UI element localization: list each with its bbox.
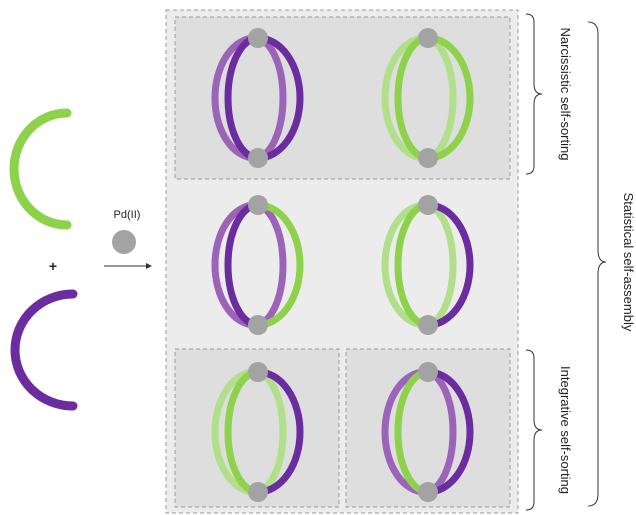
cage-green-green bbox=[381, 28, 474, 168]
pd-node-icon bbox=[112, 230, 136, 254]
pd-node-bottom bbox=[418, 315, 438, 335]
back-ligand-right bbox=[254, 201, 287, 329]
pd-node-bottom bbox=[248, 148, 268, 168]
front-ligand-left bbox=[224, 34, 259, 162]
front-ligand-right bbox=[427, 368, 474, 496]
back-ligand-left bbox=[381, 201, 426, 329]
pd-node-bottom bbox=[418, 148, 438, 168]
cage-purple-purple bbox=[211, 28, 304, 168]
back-ligand-right bbox=[424, 34, 457, 162]
pd-node-top bbox=[248, 28, 268, 48]
pd-node-bottom bbox=[248, 315, 268, 335]
reaction-arrow-head bbox=[146, 263, 152, 269]
narcissistic-brace bbox=[525, 13, 543, 175]
front-ligand-right bbox=[427, 34, 474, 162]
statistical-brace bbox=[587, 21, 607, 507]
ligand-green bbox=[9, 108, 72, 230]
integrative-brace bbox=[525, 349, 543, 511]
ligand-purple bbox=[10, 289, 78, 411]
front-ligand-left bbox=[224, 368, 259, 496]
back-ligand-right bbox=[254, 34, 287, 162]
pd-node-bottom bbox=[418, 482, 438, 502]
front-ligand-right bbox=[257, 34, 304, 162]
pd-node-top bbox=[248, 362, 268, 382]
statistical-label: Statistical self-assembly bbox=[621, 193, 636, 332]
cage-grid bbox=[211, 28, 474, 502]
cage-green-purple-integrative bbox=[211, 362, 304, 502]
front-ligand-left bbox=[394, 34, 429, 162]
cage-purple-green-integrative bbox=[381, 362, 474, 502]
cage-green-purple-mixed bbox=[381, 195, 474, 335]
pd-node-top bbox=[418, 28, 438, 48]
cage-purple-green-mixed bbox=[211, 195, 304, 335]
plus-sign: + bbox=[49, 258, 57, 274]
back-ligand-left bbox=[381, 368, 426, 496]
pd-node-bottom bbox=[248, 482, 268, 502]
front-ligand-left bbox=[224, 201, 259, 329]
back-ligand-left bbox=[211, 368, 256, 496]
front-ligand-right bbox=[427, 201, 474, 329]
front-ligand-right bbox=[257, 201, 304, 329]
back-ligand-left bbox=[381, 34, 426, 162]
pd-node-top bbox=[418, 195, 438, 215]
back-ligand-right bbox=[254, 368, 287, 496]
back-ligand-left bbox=[211, 34, 256, 162]
back-ligand-left bbox=[211, 201, 256, 329]
narcissistic-label: Narcissistic self-sorting bbox=[558, 28, 573, 161]
front-ligand-left bbox=[394, 201, 429, 329]
pd-node-top bbox=[248, 195, 268, 215]
back-ligand-right bbox=[424, 201, 457, 329]
front-ligand-left bbox=[394, 368, 429, 496]
pd-label: Pd(II) bbox=[114, 209, 141, 221]
back-ligand-right bbox=[424, 368, 457, 496]
pd-node-top bbox=[418, 362, 438, 382]
front-ligand-right bbox=[257, 368, 304, 496]
integrative-label: Integrative self-sorting bbox=[558, 366, 573, 494]
